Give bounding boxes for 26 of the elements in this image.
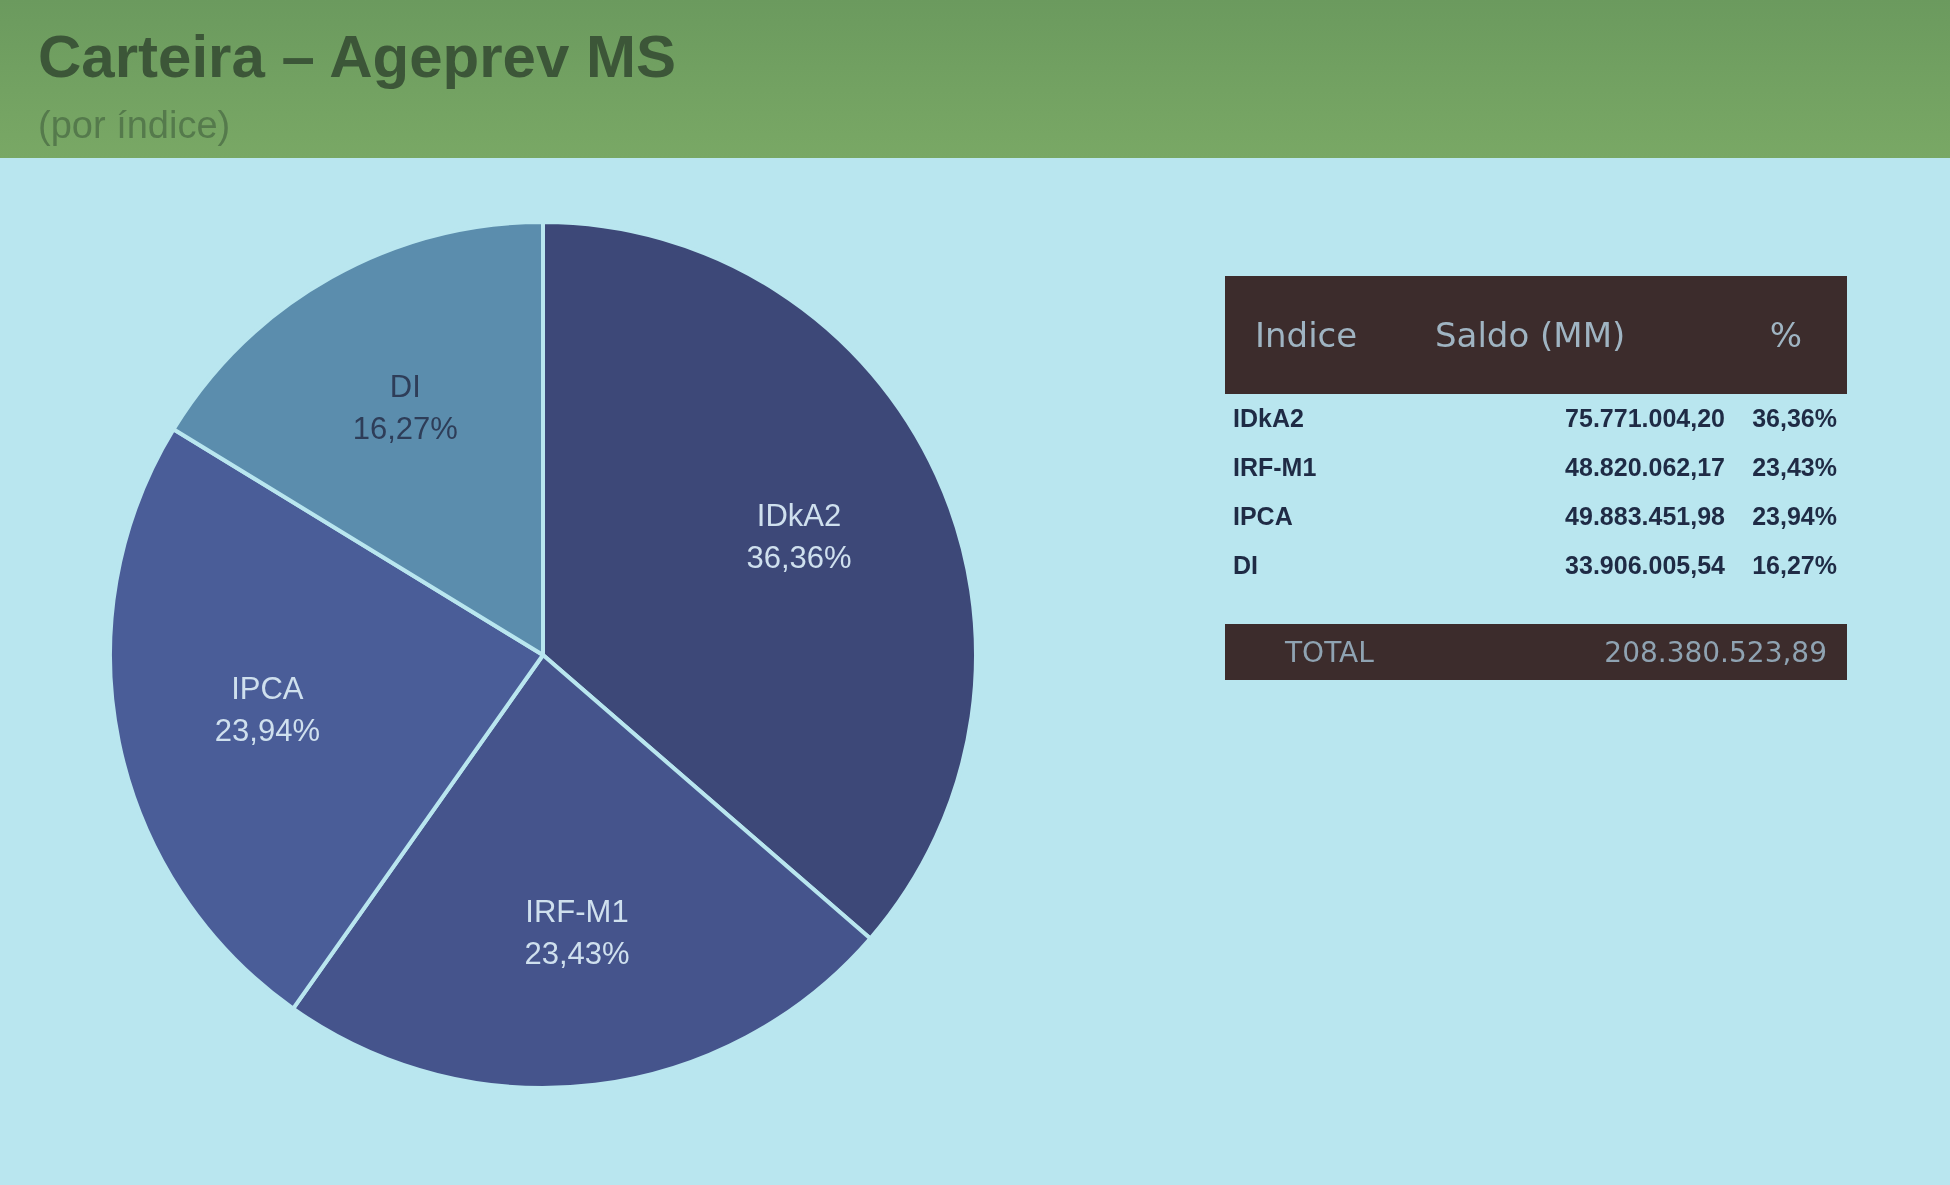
text: Saldo (MM) bbox=[1434, 315, 1627, 355]
slice-label: DI bbox=[389, 369, 421, 405]
data-label: 23,43% bbox=[524, 935, 630, 971]
data-label: 23,43% bbox=[1751, 453, 1838, 482]
category-label: IPCA bbox=[1232, 502, 1294, 531]
chart-title: Carteira – Ageprev MS bbox=[38, 22, 677, 91]
data-label: 48.820.062,17 bbox=[1564, 453, 1725, 482]
data-label: 23,94% bbox=[1751, 502, 1838, 531]
category-label: IDkA2 bbox=[1232, 404, 1305, 433]
data-label: 36,36% bbox=[746, 539, 852, 575]
slice-label: IPCA bbox=[231, 671, 304, 707]
slice-label: IRF-M1 bbox=[525, 893, 629, 929]
data-label: 33.906.005,54 bbox=[1564, 551, 1725, 580]
data-label: 16,27% bbox=[352, 411, 458, 447]
data-label: 23,94% bbox=[214, 713, 320, 749]
text: 208.380.523,89 bbox=[1604, 635, 1827, 669]
text: TOTAL bbox=[1284, 635, 1375, 669]
category-label: IRF-M1 bbox=[1232, 453, 1318, 482]
text: Indice bbox=[1254, 315, 1359, 355]
data-label: 49.883.451,98 bbox=[1564, 502, 1725, 531]
data-label: 16,27% bbox=[1751, 551, 1838, 580]
text: % bbox=[1768, 315, 1804, 355]
slice-label: IDkA2 bbox=[756, 497, 842, 533]
category-label: DI bbox=[1232, 551, 1259, 580]
data-label: 75.771.004,20 bbox=[1564, 404, 1725, 433]
data-label: 36,36% bbox=[1751, 404, 1838, 433]
